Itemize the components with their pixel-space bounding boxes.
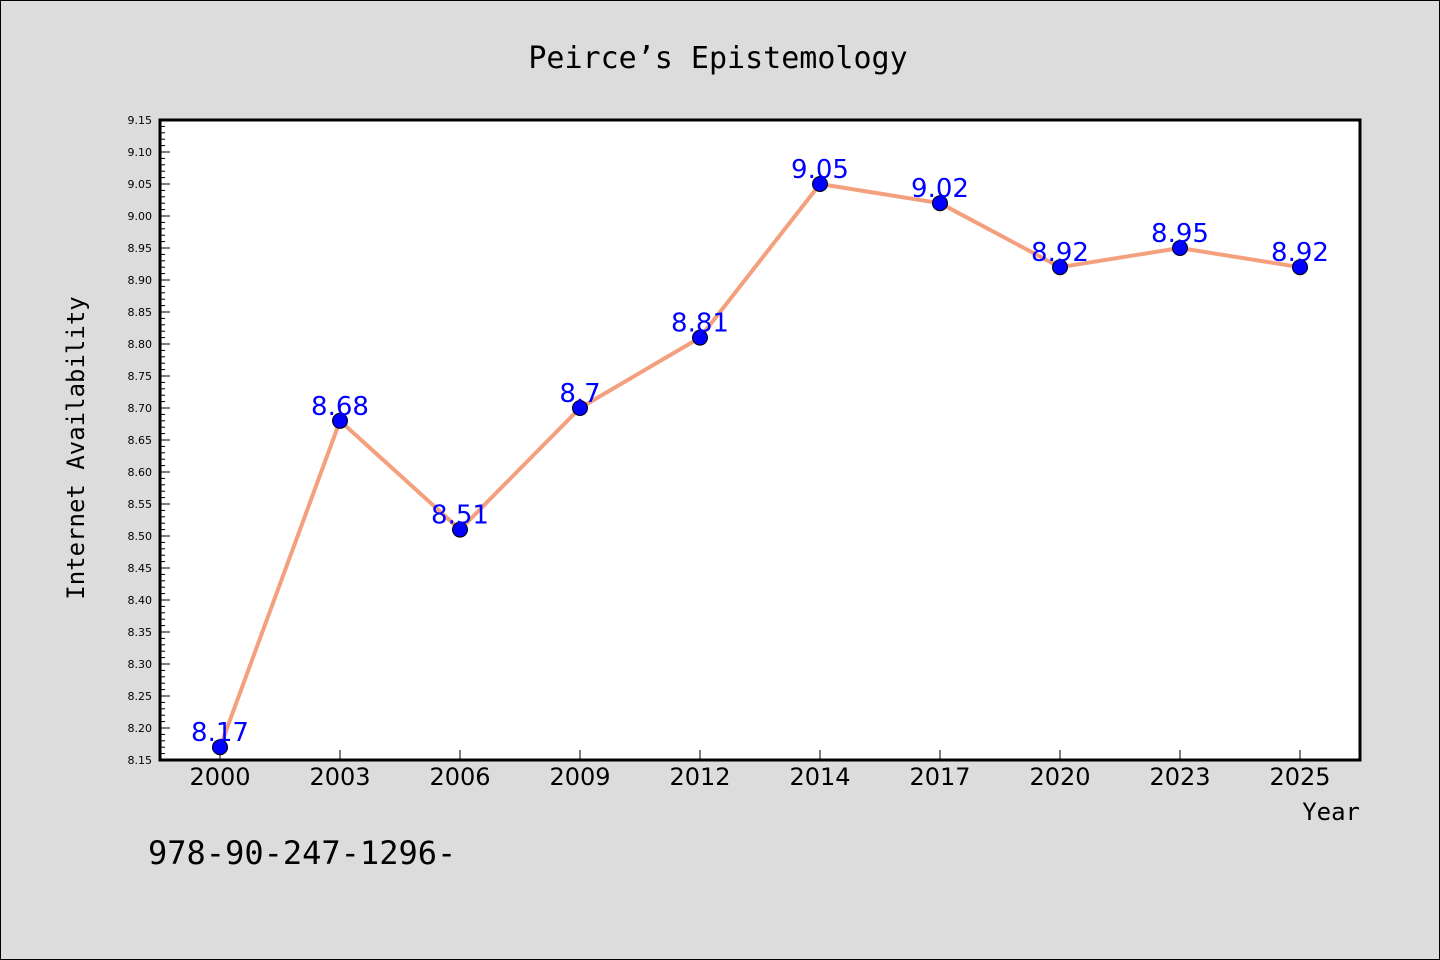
data-point: [812, 176, 828, 192]
x-tick-label: 2000: [189, 763, 250, 791]
x-tick-label: 2006: [429, 763, 490, 791]
y-tick-label: 9.10: [128, 146, 153, 159]
y-tick-label: 8.45: [128, 562, 153, 575]
y-tick-label: 8.85: [128, 306, 153, 319]
x-tick-label: 2020: [1029, 763, 1090, 791]
y-tick-label: 9.15: [128, 114, 153, 127]
data-label: 9.02: [911, 174, 969, 204]
x-tick-label: 2003: [309, 763, 370, 791]
y-tick-label: 9.05: [128, 178, 153, 191]
data-point: [932, 195, 948, 212]
series-line-group: [218, 182, 1302, 750]
data-point: [452, 521, 468, 538]
y-tick-label: 8.80: [128, 338, 153, 351]
data-label-group: 8.17 8.68 8.51 8.7 8.81 9.05 9.02 8.92 8.95 8.92: [191, 155, 1329, 748]
data-label: 9.05: [791, 155, 849, 185]
data-point: [1292, 259, 1308, 276]
x-tick-label: 2009: [549, 763, 610, 791]
y-axis-label: Internet Availability: [62, 296, 90, 599]
y-tick-label: 8.15: [128, 754, 153, 767]
y-tick-label: 8.95: [128, 242, 153, 255]
chart-title: Peirce’s Epistemology: [528, 41, 907, 76]
data-label: 8.7: [559, 379, 600, 409]
y-tick-label: 8.65: [128, 434, 153, 447]
data-point: [332, 412, 348, 429]
x-tick-label: 2023: [1149, 763, 1210, 791]
data-point: [212, 739, 228, 756]
y-tick-label: 9.00: [128, 210, 153, 223]
data-point: [572, 400, 588, 416]
x-tick-label: 2025: [1269, 763, 1330, 791]
data-point: [692, 329, 708, 346]
y-tick-label: 8.25: [128, 690, 153, 703]
data-label: 8.81: [671, 309, 729, 339]
y-tick-label: 8.75: [128, 370, 153, 383]
y-tick-label: 8.90: [128, 274, 153, 287]
plot-area: [158, 118, 1362, 762]
footnote-text: 978-90-247-1296-: [148, 834, 456, 872]
y-tick-label: 8.60: [128, 466, 153, 479]
y-tick-label: 8.40: [128, 594, 153, 607]
y-tick-label: 8.55: [128, 498, 153, 511]
y-tick-label: 8.70: [128, 402, 153, 415]
x-tick-label: 2012: [669, 763, 730, 791]
y-tick-label: 8.50: [128, 530, 153, 543]
y-tick-label: 8.20: [128, 722, 153, 735]
data-label: 8.68: [311, 392, 369, 422]
data-label: 8.92: [1271, 238, 1329, 268]
y-axis: 8.15 8.20 8.25 8.30 8.35 8.40 8.45 8.50 8.55 8.60…: [128, 114, 170, 767]
series-line: [218, 182, 1302, 750]
marker-group: [212, 176, 1308, 756]
x-tick-label: 2014: [789, 763, 850, 791]
data-label: 8.17: [191, 718, 249, 748]
y-tick-label: 8.30: [128, 658, 153, 671]
x-axis-label: Year: [1302, 798, 1360, 826]
x-tick-label: 2017: [909, 763, 970, 791]
data-label: 8.95: [1151, 219, 1209, 249]
data-point: [1172, 240, 1188, 256]
data-point: [1052, 259, 1068, 276]
data-label: 8.92: [1031, 238, 1089, 268]
data-label: 8.51: [431, 501, 489, 531]
y-tick-label: 8.35: [128, 626, 153, 639]
